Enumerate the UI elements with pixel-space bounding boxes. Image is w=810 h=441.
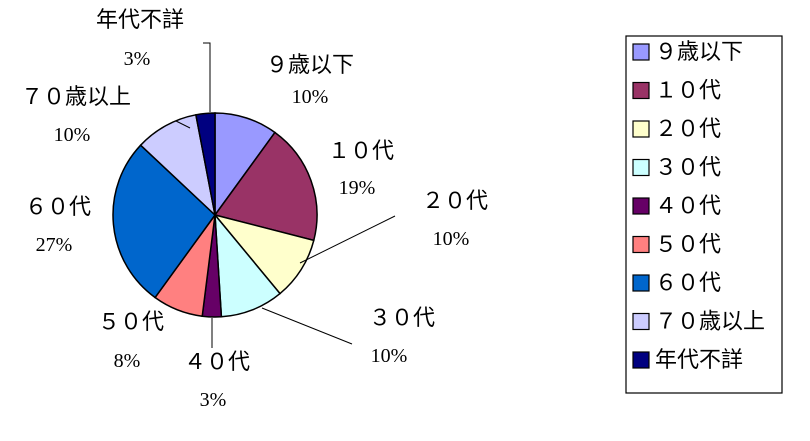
slice-3-category-label: ２０代 xyxy=(422,189,488,214)
slice-6-category-label: ５０代 xyxy=(98,310,164,335)
legend-label-9: 年代不詳 xyxy=(655,348,743,373)
legend-label-8: ７０歳以上 xyxy=(655,310,765,335)
legend-label-1: ９歳以下 xyxy=(655,40,743,65)
legend-frame xyxy=(625,35,783,394)
legend-swatch-7 xyxy=(632,274,650,292)
slice-9-wedge xyxy=(195,112,216,216)
legend-swatch-2 xyxy=(632,81,650,100)
legend-swatch-4 xyxy=(632,158,650,177)
slice-9-percent-label: 3% xyxy=(124,48,151,70)
slice-7-category-label: ６０代 xyxy=(25,195,91,220)
slice-8-percent-label: 10% xyxy=(54,124,91,146)
slice-7-percent-label: 27% xyxy=(36,234,73,256)
legend-label-2: １０代 xyxy=(655,79,721,104)
legend-label-7: ６０代 xyxy=(655,271,721,296)
slice-6-percent-label: 8% xyxy=(114,350,141,372)
slice-8-leader-line xyxy=(175,120,191,129)
legend-swatch-6 xyxy=(632,235,650,254)
slice-7-wedge xyxy=(112,144,216,299)
slice-5-percent-label: 3% xyxy=(200,389,227,411)
legend-swatch-1 xyxy=(632,43,650,61)
slice-5-category-label: ４０代 xyxy=(184,350,250,375)
slice-4-leader-line xyxy=(261,307,353,345)
slice-2-percent-label: 19% xyxy=(339,177,376,199)
legend-label-3: ２０代 xyxy=(655,117,721,142)
leader-lines xyxy=(175,42,396,348)
legend-swatch-9 xyxy=(632,351,650,369)
slice-3-percent-label: 10% xyxy=(433,228,470,250)
legend-label-4: ３０代 xyxy=(655,156,721,181)
slice-1-percent-label: 10% xyxy=(292,86,329,108)
slice-4-percent-label: 10% xyxy=(371,345,408,367)
slice-8-category-label: ７０歳以上 xyxy=(21,85,131,110)
slice-9-category-label: 年代不詳 xyxy=(96,8,184,33)
legend-swatch-5 xyxy=(632,197,650,215)
legend-swatch-8 xyxy=(632,312,650,331)
slice-1-category-label: ９歳以下 xyxy=(266,53,354,78)
legend-label-5: ４０代 xyxy=(655,194,721,219)
slice-2-category-label: １０代 xyxy=(328,139,394,164)
legend-swatch-3 xyxy=(632,120,650,138)
legend-label-6: ５０代 xyxy=(655,233,721,258)
slice-4-category-label: ３０代 xyxy=(369,306,435,331)
slice-9-leader-line xyxy=(203,42,211,112)
slice-3-leader-line xyxy=(299,215,396,264)
pie-slices xyxy=(112,112,318,318)
data-labels: ９歳以下 10% １０代 19% ２０代 10% ３０代 10% ４０代 3% ５０代 8% ６０代 27… xyxy=(21,8,488,411)
slice-2-wedge xyxy=(213,131,318,242)
